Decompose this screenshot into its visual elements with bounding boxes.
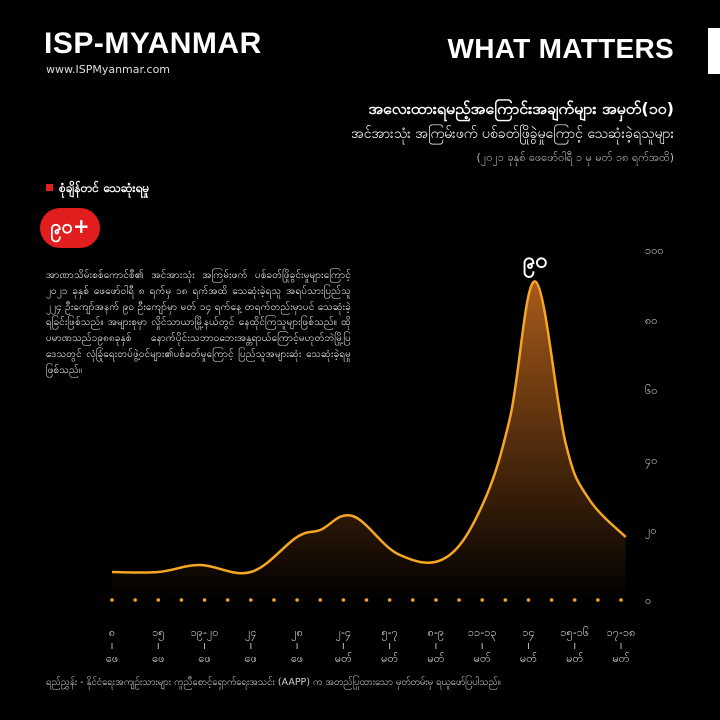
x-tick-month: မတ် <box>613 652 630 665</box>
baseline-dot <box>410 598 415 602</box>
baseline-dot <box>179 598 184 602</box>
x-tick-month: မတ် <box>566 652 583 665</box>
x-tick-date: ၁၉-၂၀ <box>191 626 219 641</box>
baseline-dot <box>318 598 323 602</box>
x-tick-month: မတ် <box>474 652 491 665</box>
x-tick-date: ၁၇-၁၈ <box>607 626 636 641</box>
x-tick-month: မတ် <box>520 652 537 665</box>
x-tick-date: ၂၈ <box>291 626 303 641</box>
x-tick-date: ၅-၇ <box>381 626 397 641</box>
baseline-dot <box>133 598 137 602</box>
description-text: အာဏာသိမ်းစစ်ကောင်စီ၏ အင်အားသုံး အကြမ်းဖက… <box>46 270 351 376</box>
y-tick-label: ၂၀ <box>645 524 657 539</box>
section-heading: စုံချိန်တင် သေဆုံးရမှု <box>46 180 149 198</box>
section-label: စုံချိန်တင် သေဆုံးရမှု <box>59 181 150 195</box>
x-tick-month: ဖေ <box>291 652 303 665</box>
baseline-dot <box>596 598 600 602</box>
x-tick-month: ဖေ <box>245 652 257 665</box>
x-tick-date: ၁၅-၁၆ <box>560 626 589 641</box>
baseline-dot <box>364 598 369 602</box>
baseline-dot <box>249 598 253 602</box>
baseline-dot <box>225 598 230 602</box>
website-url: www.ISPMyanmar.com <box>46 63 171 76</box>
y-tick-label: ၄၀ <box>645 454 657 469</box>
peak-label: ၉၀ <box>523 249 548 279</box>
x-tick-month: မတ် <box>335 652 352 665</box>
source-footnote: ရည်ညွှန်း - နိုင်ငံရေးအကျဉ်းသားများ ကူညီ… <box>46 677 501 688</box>
baseline-dot <box>202 598 207 602</box>
y-tick-label: ၁၀၀ <box>645 244 664 257</box>
x-tick-date: ၂၄ <box>245 626 257 641</box>
date-range: (၂၀၂၁ ခုနှစ် ဖေဖော်ဝါရီ ၁ မှ မတ် ၁၈ ရက်အ… <box>476 151 674 164</box>
x-tick-date: ၂-၄ <box>336 626 352 641</box>
logo-text: ISP-MYANMAR <box>44 27 262 60</box>
baseline-dot <box>480 598 484 602</box>
baseline-dot <box>503 598 508 602</box>
baseline-dot <box>156 598 161 602</box>
baseline-dot <box>434 598 438 602</box>
baseline-dot <box>619 598 623 602</box>
baseline-dot <box>295 598 299 602</box>
infographic-title: အလေးထားရမည့်အကြောင်းအချက်များ အမှတ်(၁၀) <box>368 99 674 118</box>
x-tick-date: ၁၄ <box>522 626 534 641</box>
x-tick-month: မတ် <box>427 652 444 665</box>
area-fill <box>112 281 626 600</box>
x-tick-date: ၁၁-၁၃ <box>468 626 497 641</box>
baseline-dot <box>526 598 531 602</box>
baseline-dot <box>457 598 461 602</box>
x-tick-month: ဖေ <box>152 652 164 665</box>
baseline-dot <box>549 598 554 602</box>
x-tick-date: ၈-၉ <box>428 626 444 641</box>
baseline-dot <box>272 598 276 602</box>
y-tick-label: ၀ <box>645 594 651 607</box>
x-tick-month: ဖေ <box>106 652 118 665</box>
series-line <box>111 280 627 575</box>
edge-bar <box>708 28 720 74</box>
y-tick-label: ၆၀ <box>645 384 657 397</box>
x-tick-month: ဖေ <box>198 652 210 665</box>
count-badge: ၉၀+ <box>40 208 100 248</box>
bullet-square-icon <box>46 184 53 191</box>
x-tick-month: မတ် <box>381 652 398 665</box>
baseline-dot <box>341 598 346 602</box>
x-tick-date: ၈ <box>109 626 115 639</box>
watermark-title: WHAT MATTERS <box>447 33 674 64</box>
baseline-dot <box>110 598 114 602</box>
baseline-dot <box>387 598 392 602</box>
infographic-subtitle: အင်အားသုံး အကြမ်းဖက် ပစ်ခတ်ဖြိုခွဲမှုကြေ… <box>350 126 674 142</box>
baseline-dot <box>572 598 577 602</box>
y-tick-label: ၈၀ <box>645 314 657 327</box>
x-tick-date: ၁၅ <box>152 626 164 641</box>
